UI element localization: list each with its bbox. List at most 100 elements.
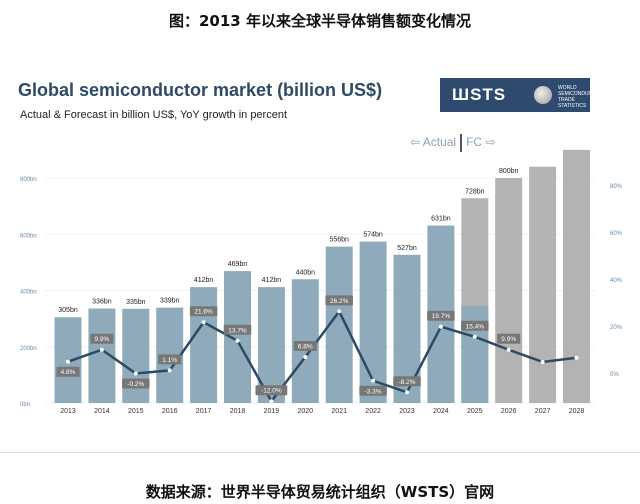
bar-2022 bbox=[359, 241, 387, 403]
yoy-label: 9.9% bbox=[94, 336, 109, 343]
caption-top: 图：2013 年以来全球半导体销售额变化情况 bbox=[169, 12, 471, 30]
x-tick-label: 2015 bbox=[128, 408, 144, 415]
yoy-point-2018 bbox=[235, 338, 240, 343]
yoy-label-bg bbox=[427, 310, 455, 321]
yoy-label: 19.7% bbox=[432, 313, 451, 320]
yoy-point-2016 bbox=[167, 368, 172, 373]
yoy-label: 15.4% bbox=[466, 323, 485, 330]
y2-tick-label: 80% bbox=[610, 184, 623, 190]
yoy-label: 21.6% bbox=[194, 309, 213, 316]
yoy-label-bg bbox=[56, 366, 80, 377]
bar-value-label: 339bn bbox=[160, 298, 180, 305]
yoy-label: 4.8% bbox=[61, 369, 76, 376]
y2-tick-label: 0% bbox=[610, 372, 619, 378]
bar-value-label: 728bn bbox=[465, 188, 485, 195]
y-tick-label: 600bn bbox=[20, 233, 37, 239]
yoy-label: 9.9% bbox=[501, 336, 516, 343]
x-tick-label: 2023 bbox=[399, 408, 415, 415]
x-tick-label: 2027 bbox=[535, 408, 551, 415]
bar-value-label: 336bn bbox=[92, 299, 112, 306]
yoy-label-bg bbox=[255, 385, 288, 396]
yoy-label-bg bbox=[293, 341, 317, 352]
bar-value-label: 412bn bbox=[194, 277, 214, 284]
bar-2028 bbox=[563, 149, 590, 403]
yoy-label: -8.2% bbox=[399, 379, 416, 386]
x-tick-label: 2014 bbox=[94, 408, 110, 415]
x-tick-label: 2021 bbox=[331, 408, 347, 415]
yoy-point-2020 bbox=[303, 355, 308, 360]
yoy-label-bg bbox=[325, 295, 353, 306]
bar-2015 bbox=[122, 308, 150, 403]
x-tick-label: 2013 bbox=[60, 408, 76, 415]
chart-subtitle: Actual & Forecast in billion US$, YoY gr… bbox=[20, 109, 288, 121]
yoy-point-2019 bbox=[269, 399, 274, 404]
yoy-label: -12.0% bbox=[261, 388, 282, 395]
x-tick-label: 2017 bbox=[196, 408, 212, 415]
yoy-label-bg bbox=[223, 324, 252, 335]
yoy-point-2028 bbox=[574, 355, 579, 360]
yoy-label-bg bbox=[158, 354, 182, 365]
yoy-point-2027 bbox=[540, 359, 545, 364]
bar-2017 bbox=[190, 287, 218, 403]
yoy-label: 26.2% bbox=[330, 298, 349, 305]
bar-value-label: 527bn bbox=[397, 245, 417, 252]
yoy-point-2026 bbox=[506, 347, 511, 352]
chart-title: Global semiconductor market (billion US$… bbox=[18, 80, 383, 100]
bar-actual-portion-2025 bbox=[461, 305, 489, 403]
yoy-label-bg bbox=[393, 376, 421, 387]
yoy-line bbox=[67, 309, 577, 404]
yoy-label-bg bbox=[189, 306, 218, 317]
bar-2027 bbox=[529, 166, 557, 403]
y-tick-label: 800bn bbox=[20, 177, 37, 183]
yoy-point-2023 bbox=[405, 390, 409, 395]
globe-icon bbox=[534, 86, 552, 104]
yoy-label-bg bbox=[461, 320, 489, 331]
bar-value-label: 574bn bbox=[363, 232, 383, 239]
yoy-point-2025 bbox=[472, 334, 477, 339]
yoy-label: -3.3% bbox=[365, 388, 382, 395]
x-tick-label: 2025 bbox=[467, 408, 483, 415]
x-tick-label: 2020 bbox=[298, 408, 314, 415]
yoy-point-2013 bbox=[66, 359, 70, 364]
arrow-right-icon: ⇨ bbox=[485, 135, 496, 150]
wsts-logo: ШSΤS WORLD SEMICONDUCTOR TRADE STATISTICS bbox=[440, 78, 603, 112]
bar-value-label: 305bn bbox=[58, 307, 78, 314]
bar-value-label: 631bn bbox=[431, 216, 451, 223]
bar-value-label: 440bn bbox=[296, 269, 316, 276]
bar-value-label: 335bn bbox=[126, 299, 146, 306]
y-tick-label: 200bn bbox=[20, 346, 37, 352]
caption-bottom: 数据来源：世界半导体贸易统计组织（WSTS）官网 bbox=[145, 483, 495, 501]
y2-tick-label: 40% bbox=[610, 278, 623, 284]
bar-value-label: 556bn bbox=[329, 237, 349, 244]
yoy-point-2024 bbox=[438, 324, 443, 329]
actual-forecast-legend: ⇦ Actual FC ⇨ bbox=[410, 134, 496, 152]
arrow-left-icon: ⇦ bbox=[410, 135, 421, 150]
y-tick-label: 0bn bbox=[20, 402, 30, 408]
yoy-label-bg bbox=[359, 385, 387, 396]
yoy-label: 6.8% bbox=[298, 344, 313, 351]
x-tick-label: 2019 bbox=[264, 408, 280, 415]
bar-value-label: 800bn bbox=[499, 168, 519, 175]
y2-tick-label: 20% bbox=[610, 325, 623, 331]
yoy-label-bg bbox=[122, 378, 150, 389]
bar-value-label: 412bn bbox=[262, 277, 282, 284]
x-tick-label: 2018 bbox=[230, 408, 246, 415]
y-tick-label: 400bn bbox=[20, 290, 37, 296]
yoy-label: -0.2% bbox=[127, 381, 144, 388]
yoy-label-bg bbox=[90, 333, 114, 344]
bar-2026 bbox=[495, 178, 523, 403]
yoy-point-2014 bbox=[99, 347, 104, 352]
x-tick-label: 2028 bbox=[569, 408, 585, 415]
x-tick-label: 2024 bbox=[433, 408, 449, 415]
yoy-label: 1.1% bbox=[162, 357, 177, 364]
yoy-label-bg bbox=[497, 333, 521, 344]
yoy-point-2015 bbox=[133, 371, 138, 376]
legend-forecast: FC bbox=[466, 135, 483, 150]
legend-actual: Actual bbox=[422, 135, 457, 150]
yoy-point-2017 bbox=[201, 320, 206, 325]
divider bbox=[0, 452, 640, 453]
x-tick-label: 2022 bbox=[365, 408, 381, 415]
y2-tick-label: 60% bbox=[610, 231, 623, 237]
yoy-label: 13.7% bbox=[228, 327, 247, 334]
